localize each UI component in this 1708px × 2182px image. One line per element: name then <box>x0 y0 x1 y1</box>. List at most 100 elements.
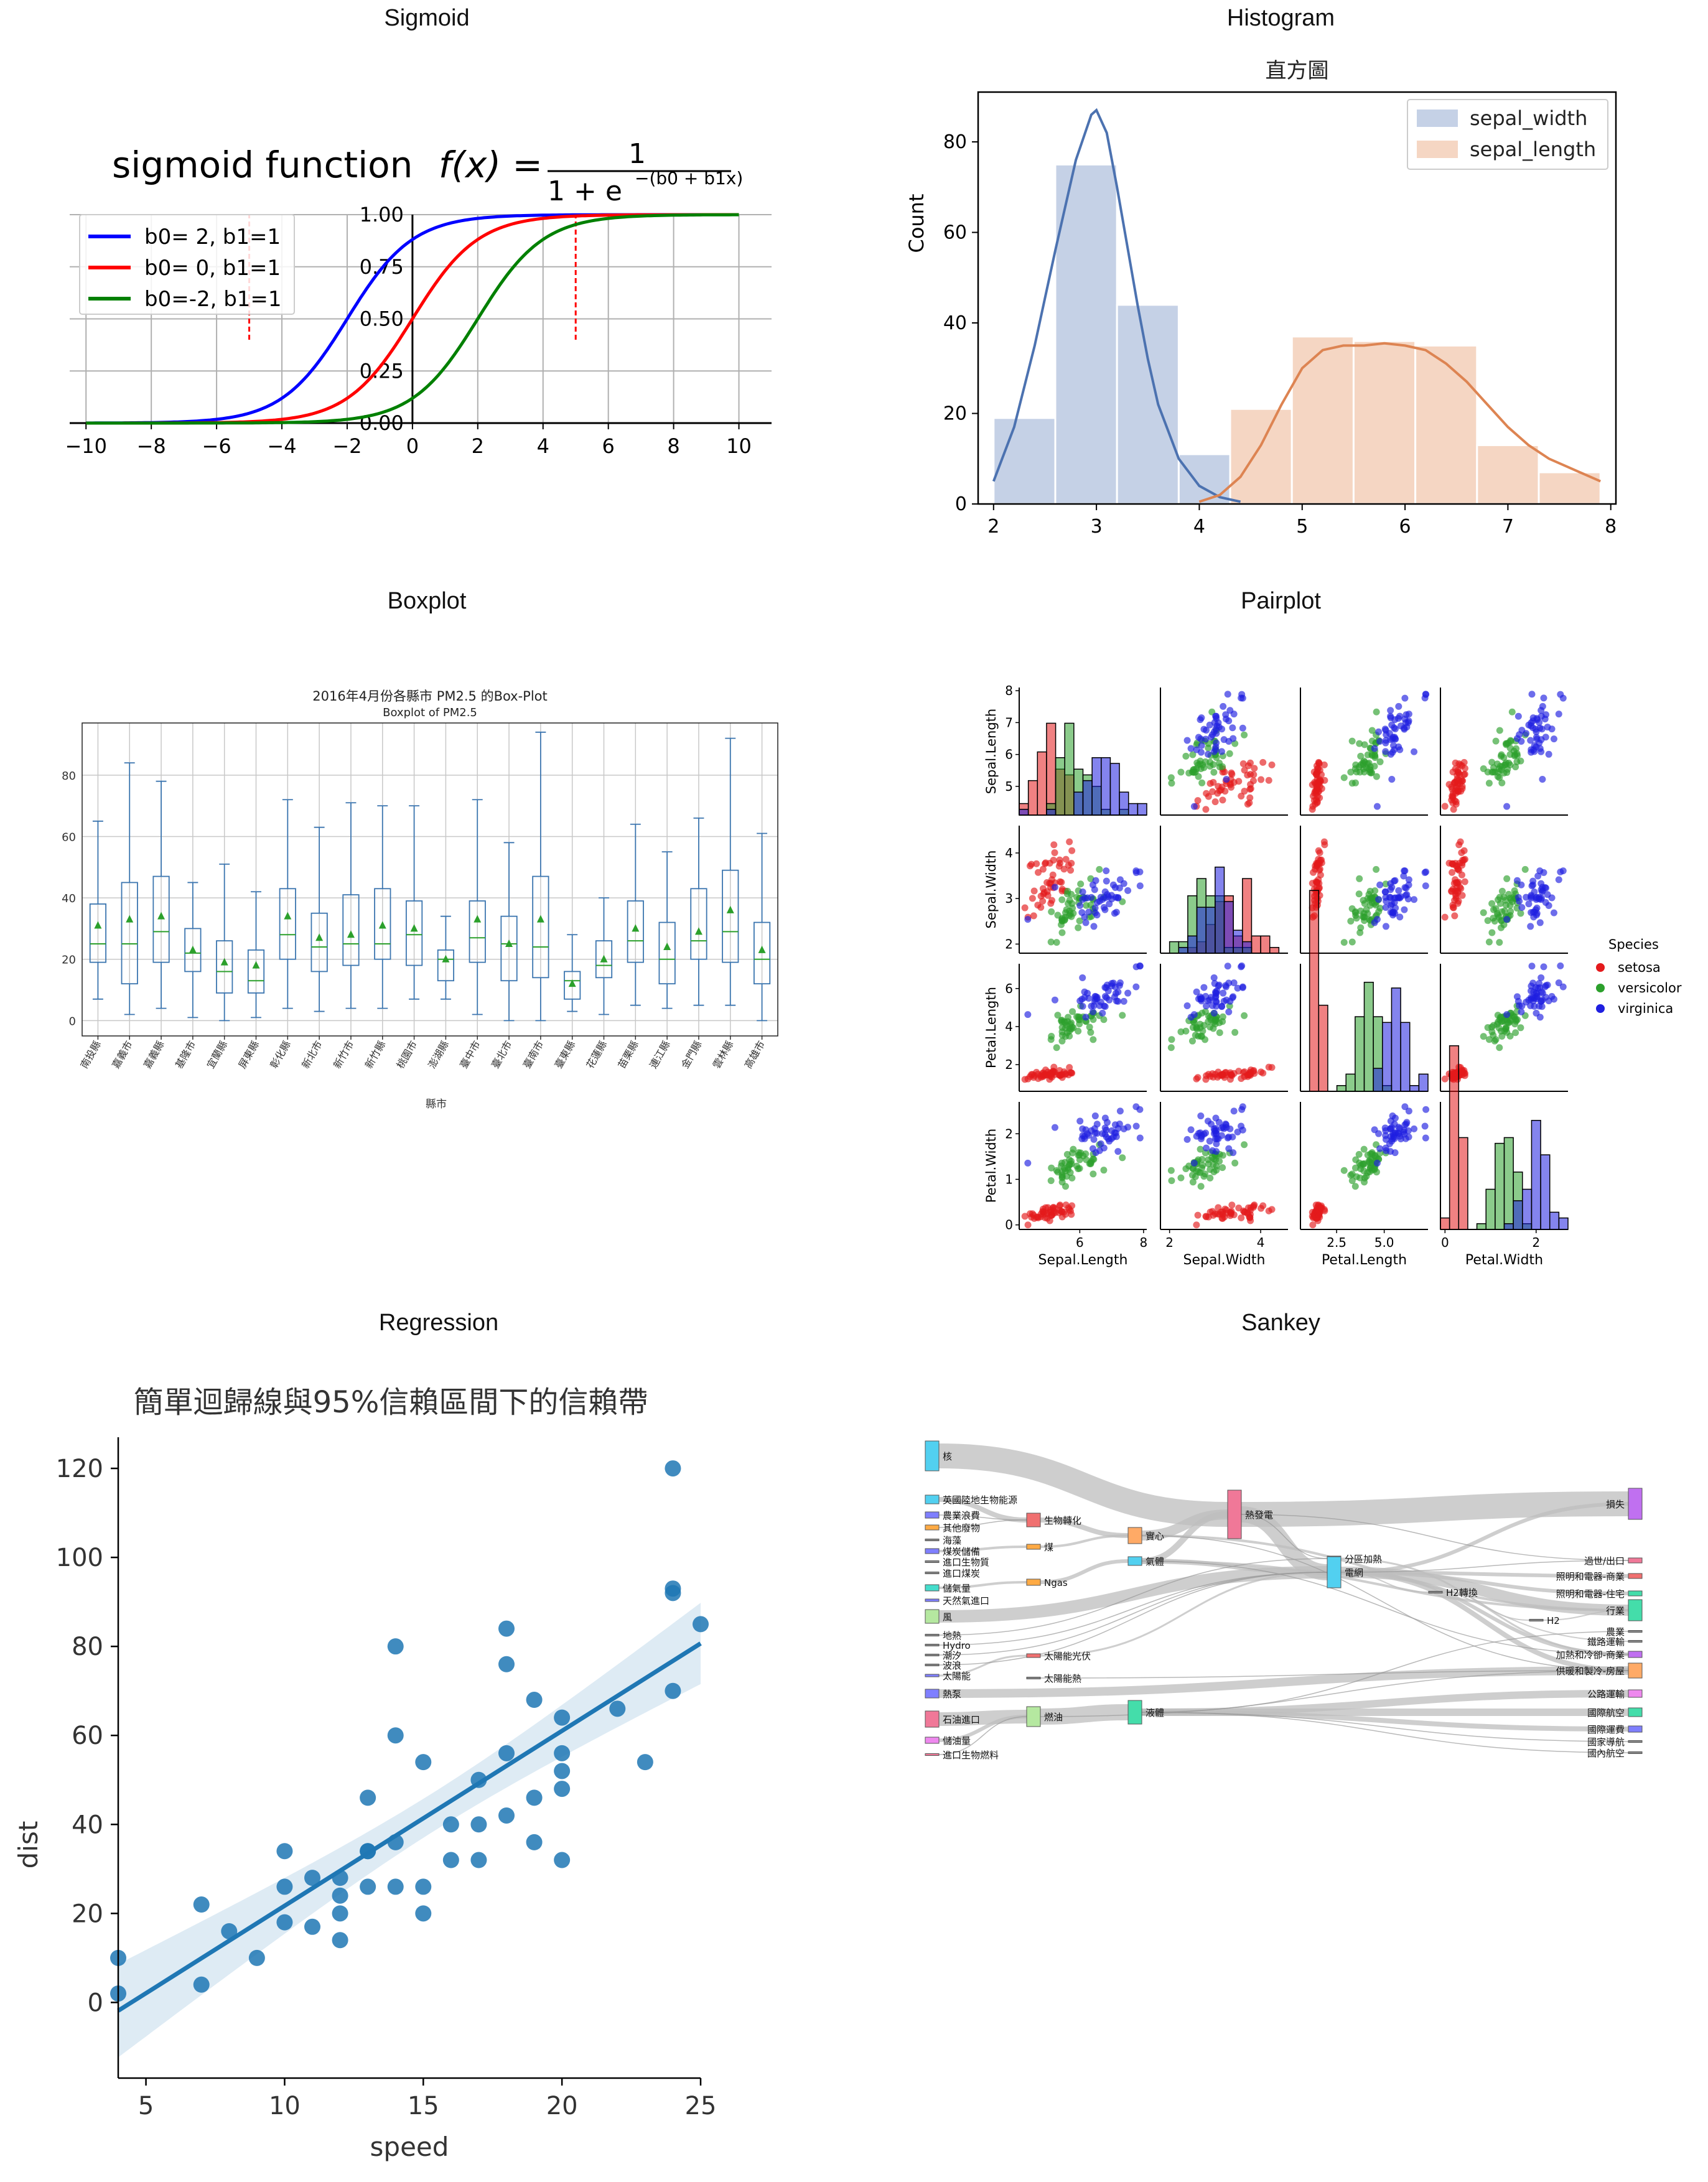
regression-y-label: dist <box>13 1821 44 1869</box>
pairplot-point <box>1058 896 1066 903</box>
sankey-link <box>1340 1570 1629 1673</box>
pairplot-hist-bar <box>1027 780 1038 816</box>
pairplot-point <box>1111 1121 1119 1129</box>
pairplot-point <box>1363 1173 1370 1180</box>
pairplot-point <box>1386 1140 1393 1147</box>
pairplot-point <box>1550 735 1557 743</box>
pairplot-panel-title: Pairplot <box>1241 588 1321 614</box>
sankey-link <box>938 1572 1328 1646</box>
pairplot-point <box>1548 993 1556 1000</box>
sankey-node <box>1628 1590 1643 1597</box>
histogram-bar <box>1414 344 1478 505</box>
boxplot-box <box>342 894 360 966</box>
regression-point <box>554 1852 571 1868</box>
pairplot-point <box>1422 691 1430 698</box>
sankey-link <box>1141 1712 1629 1753</box>
sigmoid-title: sigmoid function <box>112 144 413 186</box>
pairplot-x-tick-label: 2 <box>1532 1235 1540 1250</box>
sankey-link <box>1141 1712 1629 1742</box>
pairplot-point <box>1222 983 1230 991</box>
pairplot-point <box>1403 724 1411 731</box>
pairplot-point <box>1195 734 1202 741</box>
sankey-node <box>925 1584 940 1592</box>
pairplot-point <box>1213 739 1220 747</box>
pairplot-point <box>1557 962 1564 969</box>
pairplot-hist-bar <box>1205 907 1216 954</box>
pairplot-hist-bar <box>1242 941 1253 954</box>
pairplot-point <box>1228 770 1236 778</box>
sankey-link <box>1040 1559 1129 1584</box>
pairplot-legend-label: versicolor <box>1618 981 1682 995</box>
boxplot-x-tick-label: 澎湖縣 <box>426 1039 450 1071</box>
sankey-node-label: 石油進口 <box>943 1714 980 1725</box>
pairplot-point <box>1529 997 1537 1005</box>
pairplot-point <box>1492 905 1500 912</box>
pairplot-legend-label: setosa <box>1618 960 1661 975</box>
pairplot-point <box>1401 694 1409 702</box>
pairplot-point <box>1239 760 1247 767</box>
pairplot-point <box>1193 1221 1200 1229</box>
pairplot-point <box>1057 1072 1064 1079</box>
pairplot-point <box>1397 1135 1404 1142</box>
boxplot-mean-marker <box>663 942 671 950</box>
sankey-node-label: 海藻 <box>943 1535 961 1546</box>
sigmoid-legend-box <box>79 214 295 315</box>
sankey-node-label: Ngas <box>1044 1577 1068 1588</box>
pairplot-point <box>1247 1217 1254 1224</box>
boxplot-subtitle: Boxplot of PM2.5 <box>383 706 477 719</box>
boxplot-x-tick-label: 臺東縣 <box>553 1039 577 1071</box>
pairplot-point <box>1372 902 1379 909</box>
pairplot-point <box>1116 1107 1124 1115</box>
pairplot-point <box>1540 963 1547 971</box>
sankey-node-label: 電網 <box>1345 1567 1363 1578</box>
pairplot-point <box>1361 1160 1368 1167</box>
pairplot-point <box>1200 764 1208 772</box>
sankey-link <box>938 1666 1629 1698</box>
pairplot-point <box>1518 881 1525 888</box>
sigmoid-y-tick-label: 0.50 <box>360 307 404 331</box>
sankey-node <box>1628 1751 1643 1754</box>
pairplot-point <box>1456 884 1463 891</box>
sigmoid-title-fx: f(x) = <box>439 144 543 186</box>
pairplot-point <box>1450 806 1457 813</box>
pairplot-point <box>1067 1207 1075 1215</box>
regression-point <box>665 1580 681 1597</box>
pairplot-point <box>1258 1205 1265 1212</box>
pairplot-point <box>1182 752 1190 760</box>
pairplot-point <box>1348 938 1356 946</box>
sankey-panel-title: Sankey <box>1241 1310 1320 1336</box>
pairplot-point <box>1445 781 1453 788</box>
pairplot-point <box>1216 1029 1223 1037</box>
pairplot-point <box>1089 1008 1096 1015</box>
pairplot-point <box>1387 736 1394 744</box>
sankey-node <box>925 1524 940 1531</box>
pairplot-point <box>1401 867 1409 875</box>
pairplot-point <box>1348 737 1356 745</box>
pairplot-point <box>1136 962 1144 969</box>
pairplot-point <box>1312 770 1320 778</box>
pairplot-point <box>1187 745 1195 752</box>
pairplot-point <box>1320 761 1328 768</box>
pairplot-point <box>1518 1008 1525 1015</box>
pairplot-point <box>1492 1036 1500 1043</box>
pairplot-point <box>1221 768 1228 776</box>
pairplot-hist-bar <box>1418 1073 1429 1092</box>
pairplot-point <box>1215 1068 1222 1076</box>
pairplot-point <box>1397 722 1404 730</box>
pairplot-point <box>1198 1133 1205 1140</box>
pairplot-point <box>1314 798 1321 806</box>
sankey-node-label: 鐵路運輸 <box>1587 1636 1625 1648</box>
pairplot-point <box>1106 996 1113 1004</box>
pairplot-point <box>1347 918 1355 925</box>
boxplot-mean-marker <box>284 911 292 920</box>
pairplot-point <box>1203 790 1210 797</box>
pairplot-y-tick-label: 1 <box>1005 1172 1013 1187</box>
pairplot-hist-bar <box>1503 1223 1514 1230</box>
sankey-node-label: 進口生物燃料 <box>943 1750 999 1761</box>
sankey-node <box>925 1634 940 1636</box>
pairplot-point <box>1239 983 1246 991</box>
pairplot-hist-bar <box>1458 1137 1468 1230</box>
pairplot-point <box>1315 1212 1323 1219</box>
pairplot-point <box>1373 803 1381 810</box>
pairplot-point <box>1113 1133 1120 1140</box>
